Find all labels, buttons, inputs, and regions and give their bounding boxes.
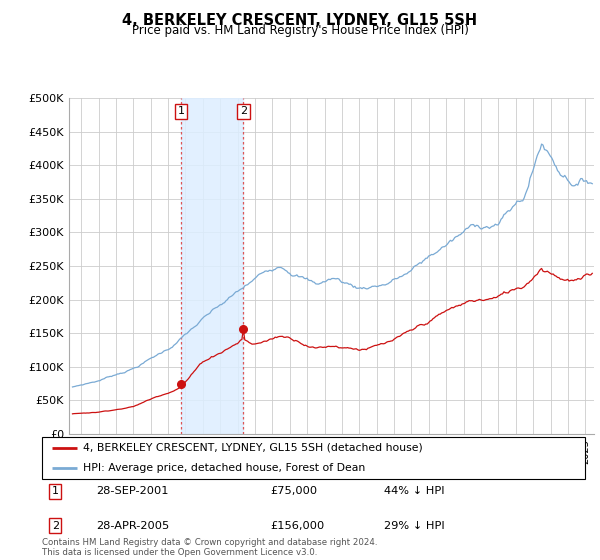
Text: 28-APR-2005: 28-APR-2005 (97, 521, 170, 531)
Text: 44% ↓ HPI: 44% ↓ HPI (384, 486, 445, 496)
Text: Contains HM Land Registry data © Crown copyright and database right 2024.
This d: Contains HM Land Registry data © Crown c… (42, 538, 377, 557)
Text: 2: 2 (239, 106, 247, 116)
Text: 4, BERKELEY CRESCENT, LYDNEY, GL15 5SH: 4, BERKELEY CRESCENT, LYDNEY, GL15 5SH (122, 13, 478, 28)
Text: 1: 1 (178, 106, 184, 116)
Text: Price paid vs. HM Land Registry's House Price Index (HPI): Price paid vs. HM Land Registry's House … (131, 24, 469, 37)
Text: 29% ↓ HPI: 29% ↓ HPI (384, 521, 445, 531)
Text: £75,000: £75,000 (270, 486, 317, 496)
Text: 1: 1 (52, 486, 59, 496)
Text: HPI: Average price, detached house, Forest of Dean: HPI: Average price, detached house, Fore… (83, 463, 365, 473)
Bar (181, 98, 243, 434)
Text: £156,000: £156,000 (270, 521, 325, 531)
Text: 2: 2 (52, 521, 59, 531)
Text: 4, BERKELEY CRESCENT, LYDNEY, GL15 5SH (detached house): 4, BERKELEY CRESCENT, LYDNEY, GL15 5SH (… (83, 443, 422, 452)
Text: 28-SEP-2001: 28-SEP-2001 (97, 486, 169, 496)
